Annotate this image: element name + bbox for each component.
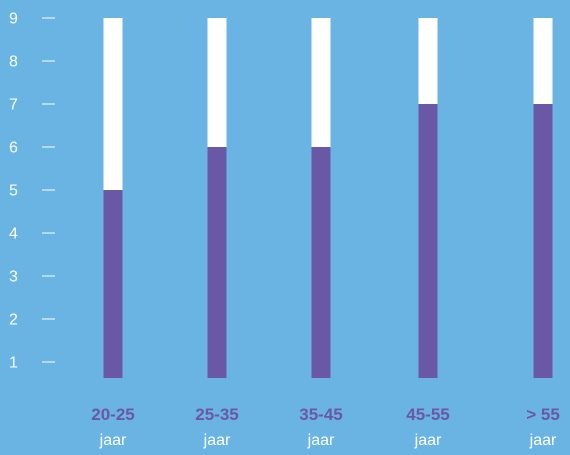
- x-tick-unit-label: jaar: [99, 432, 127, 449]
- x-tick-label: 45-55: [406, 405, 449, 424]
- x-tick-unit-label: jaar: [307, 432, 335, 449]
- y-tick-label: 5: [9, 183, 18, 200]
- bar: [533, 104, 553, 378]
- bar: [103, 190, 123, 378]
- bar: [418, 104, 438, 378]
- x-tick-label: > 55: [526, 405, 560, 424]
- x-tick-label: 25-35: [195, 405, 238, 424]
- y-axis: 1 2 3 4 5 6 7 8 9: [9, 11, 55, 372]
- y-tick-label: 8: [9, 54, 18, 71]
- y-tick-label: 1: [9, 355, 18, 372]
- x-tick-label: 20-25: [91, 405, 134, 424]
- x-axis-labels: 20-25 jaar 25-35 jaar 35-45 jaar 45-55 jaar > 55…: [91, 405, 560, 449]
- y-tick-label: 2: [9, 312, 18, 329]
- y-tick-label: 3: [9, 269, 18, 286]
- y-tick-label: 7: [9, 97, 18, 114]
- y-tick-label: 9: [9, 11, 18, 28]
- bars: [103, 18, 553, 378]
- bar: [207, 147, 227, 378]
- x-tick-unit-label: jaar: [414, 432, 442, 449]
- y-tick-label: 6: [9, 140, 18, 157]
- bar: [311, 147, 331, 378]
- x-tick-unit-label: jaar: [529, 432, 557, 449]
- x-tick-unit-label: jaar: [203, 432, 231, 449]
- y-tick-label: 4: [9, 226, 18, 243]
- x-tick-label: 35-45: [299, 405, 342, 424]
